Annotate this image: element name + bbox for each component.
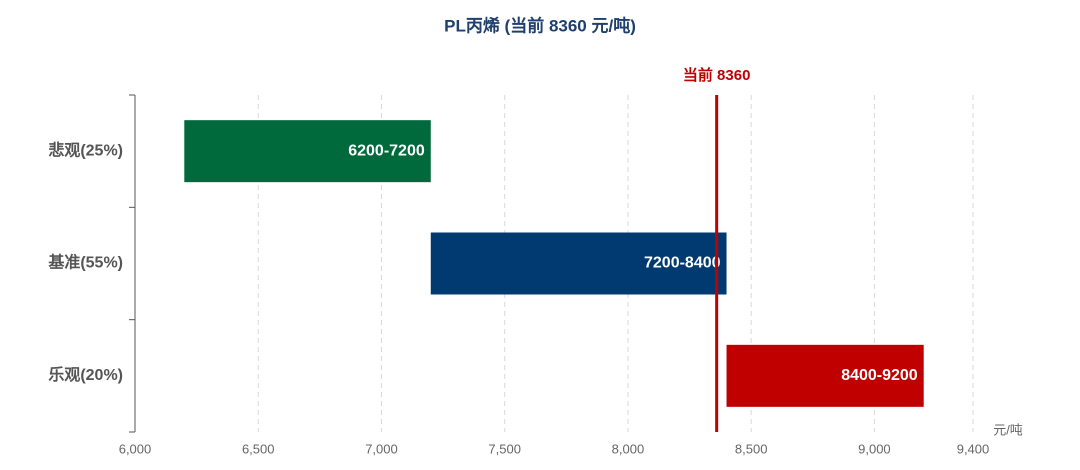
y-tick-label: 悲观(25%) — [48, 140, 123, 159]
x-tick-label: 7,500 — [488, 441, 521, 456]
x-tick-label: 8,000 — [612, 441, 645, 456]
bar — [184, 120, 431, 183]
reference-label: 当前 8360 — [683, 66, 751, 84]
y-tick-label: 乐观(20%) — [48, 366, 123, 384]
x-tick-label: 9,400 — [957, 441, 990, 456]
x-tick-label: 7,000 — [365, 441, 398, 456]
bar-value-label: 8400-9200 — [841, 367, 918, 384]
x-tick-label: 6,500 — [242, 441, 275, 456]
x-tick-label: 9,000 — [858, 441, 891, 456]
chart-title: PL丙烯 (当前 8360 元/吨) — [444, 15, 636, 35]
bar-value-label: 7200-8400 — [644, 255, 721, 272]
x-axis-label: 元/吨 — [993, 422, 1023, 437]
bar-value-label: 6200-7200 — [348, 142, 425, 159]
x-tick-label: 6,000 — [119, 441, 152, 456]
y-tick-label: 基准(55%) — [47, 253, 123, 272]
bar — [430, 232, 727, 295]
bar — [726, 344, 924, 407]
x-tick-label: 8,500 — [735, 441, 768, 456]
